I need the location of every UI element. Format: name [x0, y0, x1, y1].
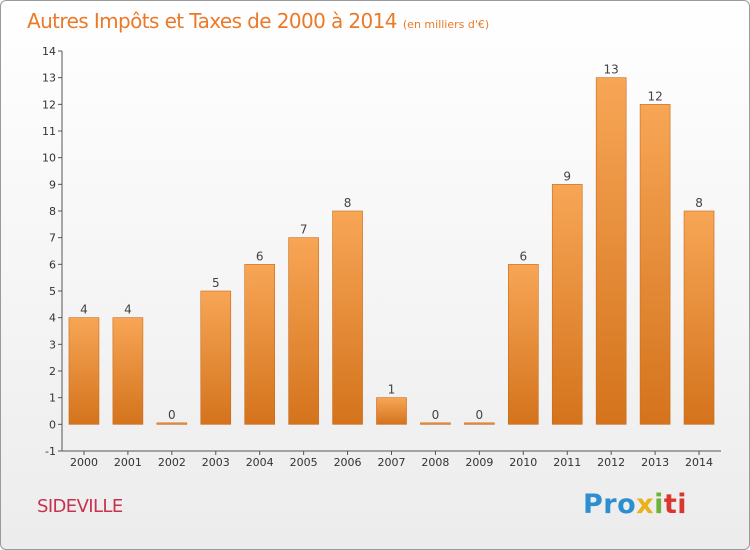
bar: [156, 422, 188, 425]
data-label: 6: [519, 249, 527, 263]
data-labels: 4 4 0 5 6 7 8 1 0 0 6 9 13 12 8: [80, 63, 703, 422]
data-label: 0: [432, 408, 440, 422]
data-label: 8: [695, 196, 703, 210]
data-label: 5: [212, 276, 220, 290]
y-tick-label: 8: [49, 205, 56, 218]
bar: [464, 422, 495, 425]
x-tick-label: 2014: [685, 456, 713, 469]
bar: [683, 210, 715, 425]
chart-title: Autres Impôts et Taxes de 2000 à 2014 (en…: [27, 9, 489, 33]
y-tick-label: 11: [42, 125, 56, 138]
x-axis: 2000 2001 2002 2003 2004 2005 2006 2007 2008 2009…: [62, 450, 721, 469]
y-tick-label: 2: [49, 365, 56, 378]
bar: [112, 317, 144, 425]
data-label: 8: [344, 196, 352, 210]
x-tick-label: 2013: [641, 456, 669, 469]
bar: [551, 184, 583, 425]
bar: [244, 264, 275, 425]
bar: [332, 210, 363, 425]
x-tick-label: 2012: [597, 456, 625, 469]
data-label: 13: [604, 63, 619, 77]
data-label: 0: [476, 408, 484, 422]
y-tick-label: 0: [49, 418, 56, 431]
logo-part-3: i: [654, 489, 664, 520]
bar: [507, 264, 539, 425]
bar: [376, 397, 407, 425]
bar: [595, 77, 627, 425]
y-tick-label: 14: [42, 45, 56, 58]
x-tick-label: 2007: [378, 456, 406, 469]
y-tick-label: 6: [49, 258, 56, 271]
chart-title-unit: (en milliers d'€): [402, 18, 490, 31]
y-tick-label: 9: [49, 178, 56, 191]
data-label: 0: [168, 408, 176, 422]
data-label: 1: [388, 383, 396, 397]
x-tick-label: 2009: [465, 456, 493, 469]
y-tick-label: 3: [49, 338, 56, 351]
data-label: 7: [300, 223, 308, 237]
x-tick-label: 2010: [509, 456, 537, 469]
bars: [68, 77, 715, 425]
y-tick-label: 1: [49, 392, 56, 405]
x-tick-label: 2008: [421, 456, 449, 469]
data-label: 4: [124, 303, 132, 317]
y-tick-label: 13: [42, 72, 56, 85]
x-tick-label: 2004: [246, 456, 274, 469]
x-tick-label: 2003: [202, 456, 230, 469]
logo-part-4: ti: [663, 489, 688, 520]
bar: [639, 104, 671, 425]
data-label: 12: [647, 89, 662, 103]
y-tick-label: 7: [49, 232, 56, 245]
town-name: SIDEVILLE: [37, 496, 123, 517]
y-tick-label: 5: [49, 285, 56, 298]
y-tick-label: 12: [42, 98, 56, 111]
y-tick-label: 4: [49, 312, 56, 325]
logo-part-1: Pro: [583, 489, 637, 520]
logo-part-2: x: [636, 489, 655, 520]
bar: [68, 317, 100, 425]
chart-title-main: Autres Impôts et Taxes de 2000 à 2014: [27, 9, 397, 33]
x-tick-label: 2000: [70, 456, 98, 469]
x-tick-label: 2006: [334, 456, 362, 469]
y-tick-label: -1: [45, 445, 56, 458]
x-tick-label: 2005: [290, 456, 318, 469]
x-tick-label: 2001: [114, 456, 142, 469]
data-label: 9: [563, 169, 571, 183]
proxiti-logo: Proxiti: [583, 489, 687, 520]
data-label: 6: [256, 249, 264, 263]
data-label: 4: [80, 303, 88, 317]
bar: [288, 237, 319, 425]
x-tick-label: 2011: [553, 456, 581, 469]
bar: [200, 290, 232, 425]
bar: [420, 422, 451, 425]
y-tick-label: 10: [42, 152, 56, 165]
x-tick-label: 2002: [158, 456, 186, 469]
